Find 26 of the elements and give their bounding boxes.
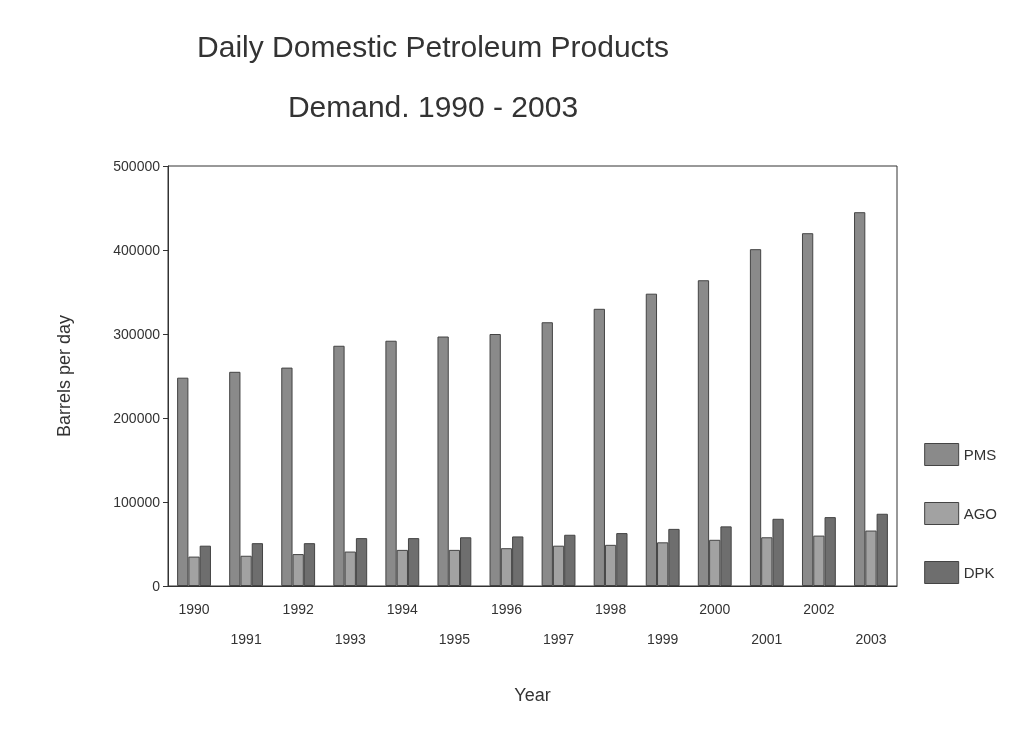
x-tick-label: 1996: [490, 601, 523, 617]
x-tick-label: 1995: [438, 631, 471, 647]
y-axis-title: Barrels per day: [54, 314, 74, 438]
x-tick-label: 1990: [178, 601, 210, 617]
legend-label: AGO: [963, 505, 997, 522]
x-tick-label: 1997: [542, 631, 575, 647]
x-tick-label: 1999: [647, 631, 679, 647]
x-tick-label: 2003: [855, 631, 887, 647]
legend-label: DPK: [963, 564, 995, 581]
y-tick-label: 100000: [113, 494, 161, 510]
y-tick-label: 500000: [113, 158, 161, 174]
x-tick-label: 1992: [282, 601, 314, 617]
x-tick-label: 2002: [803, 601, 835, 617]
y-tick-label: 400000: [113, 242, 161, 258]
x-tick-label: 1998: [595, 601, 627, 617]
chart-title: Daily Domestic Petroleum Products Demand. 1990 - 2003: [197, 29, 669, 123]
x-tick-label: 1994: [386, 601, 419, 617]
legend-label: PMS: [963, 446, 997, 463]
x-tick-label: 2000: [699, 601, 731, 617]
y-tick-label: 300000: [113, 326, 161, 342]
x-axis-title: Year: [514, 685, 551, 705]
y-tick-label: 200000: [113, 410, 161, 426]
y-tick-label: 0: [152, 578, 161, 594]
x-tick-label: 1993: [334, 631, 367, 647]
x-tick-label: 1991: [230, 631, 262, 647]
x-tick-label: 2001: [751, 631, 783, 647]
